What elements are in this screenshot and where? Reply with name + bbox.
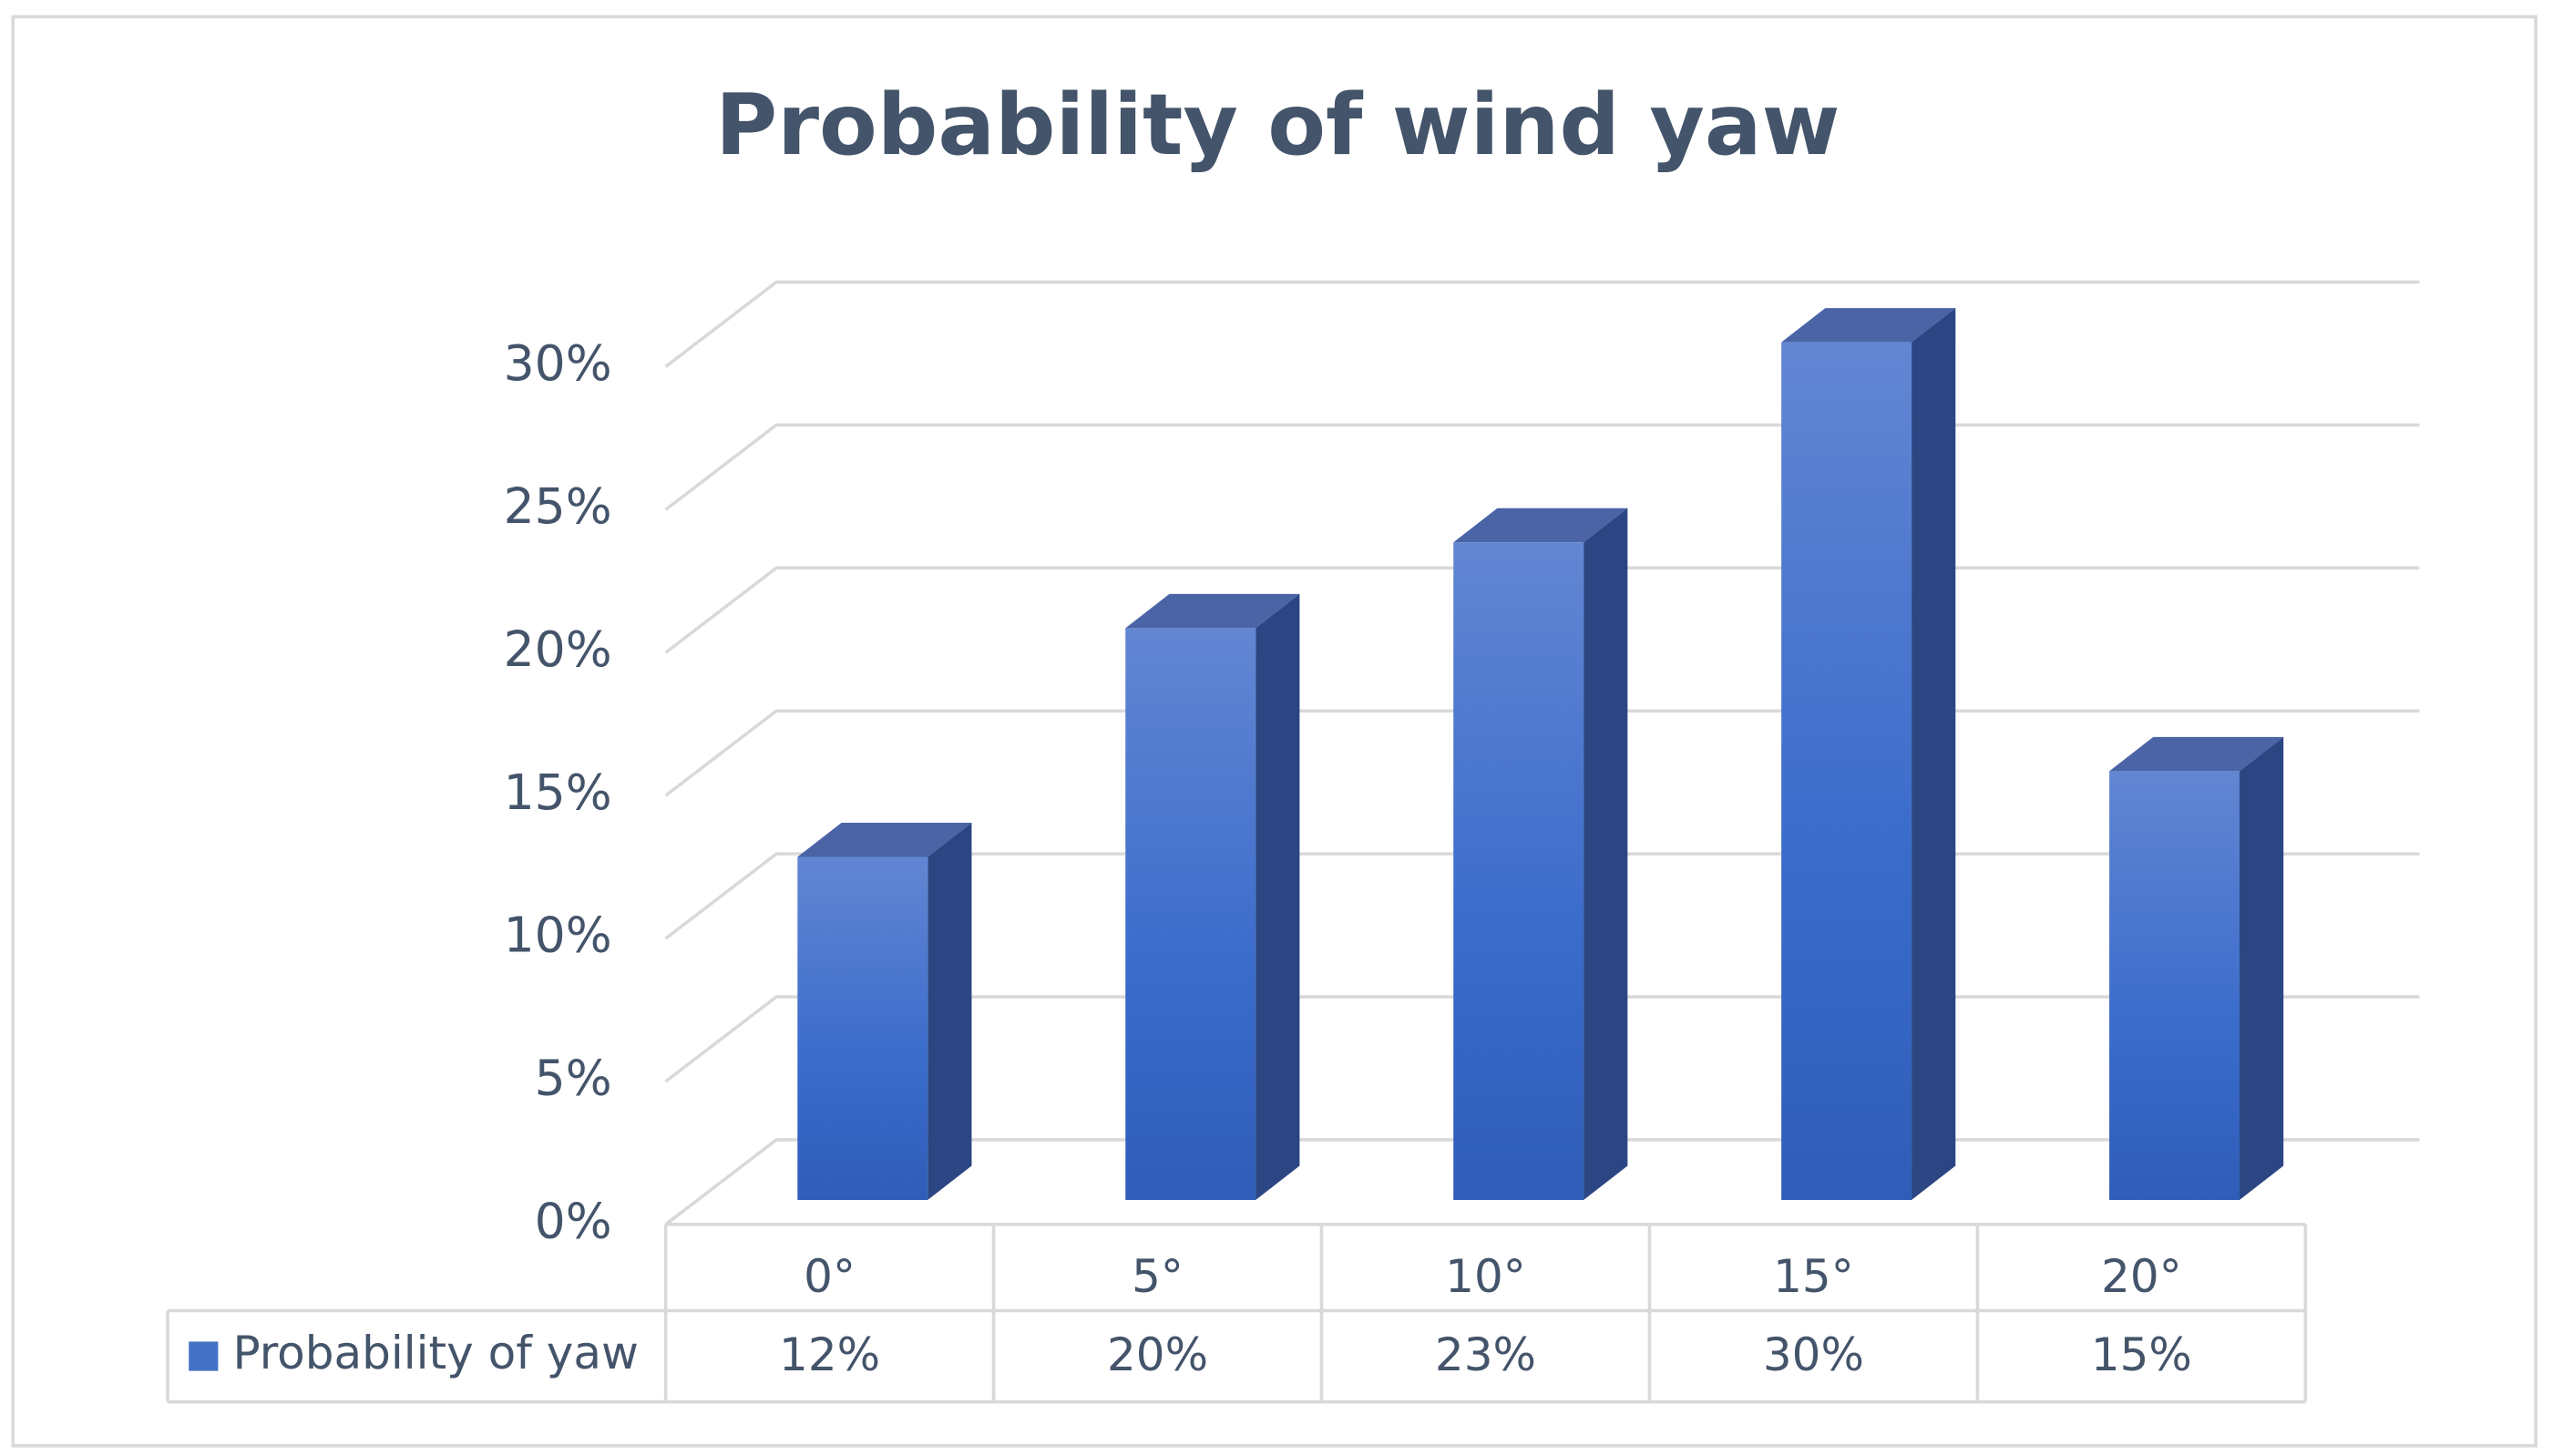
- bar-top: [1781, 308, 1956, 343]
- y-tick-label: 5%: [535, 1050, 612, 1107]
- bar-top: [2109, 736, 2284, 772]
- table-value: 30%: [1763, 1328, 1864, 1381]
- x-tick-label: 20°: [2101, 1250, 2182, 1303]
- bar-top: [1125, 593, 1300, 629]
- bar-side: [928, 822, 972, 1201]
- bar: [1453, 542, 1584, 1201]
- bar-side: [1911, 308, 1956, 1201]
- x-tick-label: 10°: [1445, 1250, 1526, 1303]
- bar: [797, 856, 928, 1201]
- y-tick-label: 30%: [504, 334, 612, 392]
- table-value: 15%: [2091, 1328, 2192, 1381]
- grid-line: [664, 280, 2420, 368]
- table-value: 20%: [1107, 1328, 1208, 1381]
- bar: [1781, 342, 1912, 1201]
- bar: [1125, 628, 1256, 1201]
- y-tick-label: 25%: [504, 477, 612, 535]
- x-tick-label: 15°: [1773, 1250, 1854, 1303]
- bar-side: [1583, 508, 1628, 1201]
- legend-label: Probability of yaw: [232, 1327, 638, 1379]
- y-tick-label: 15%: [504, 764, 612, 821]
- y-tick-label: 0%: [535, 1192, 612, 1249]
- bar-side: [1256, 593, 1300, 1201]
- bar: [2109, 771, 2240, 1201]
- y-tick-label: 10%: [504, 907, 612, 964]
- bar-top: [1453, 508, 1628, 543]
- bar-side: [2239, 736, 2284, 1201]
- table-value: 12%: [779, 1328, 880, 1381]
- chart-title: Probability of wind yaw: [715, 76, 1840, 174]
- table-value: 23%: [1435, 1328, 1536, 1381]
- x-tick-label: 0°: [804, 1250, 856, 1303]
- bar-top: [797, 822, 972, 857]
- y-tick-label: 20%: [504, 620, 612, 678]
- x-tick-label: 5°: [1132, 1250, 1184, 1303]
- legend-swatch: [189, 1341, 219, 1371]
